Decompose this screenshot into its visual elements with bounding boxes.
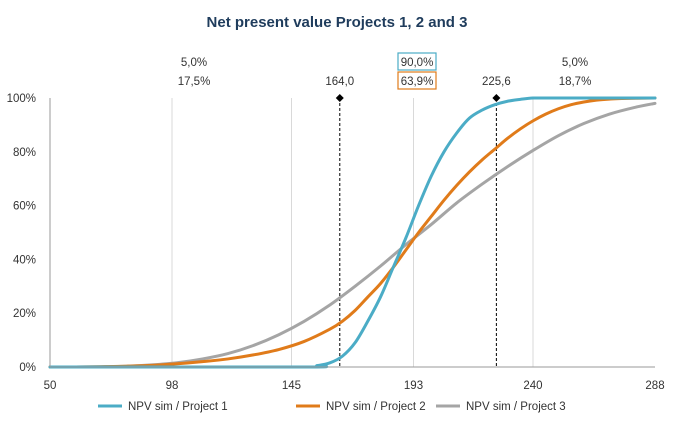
marker-label: 225,6 [482,76,511,88]
right-annotation-top: 5,0% [562,57,588,69]
y-tick-label: 100% [7,93,36,105]
y-tick-label: 40% [13,254,36,266]
center-annotation-bottom-box [397,71,437,90]
series-line-2 [48,96,657,369]
left-annotation-bottom: 17,5% [178,76,211,88]
marker-layer: 164,0 225,6 [325,76,511,367]
center-annotation-top: 90,0% [401,57,434,69]
marker-label: 164,0 [325,76,354,88]
marker-diamond [335,94,344,102]
x-tick-label: 240 [523,380,542,392]
x-tick-label: 50 [44,380,57,392]
legend: NPV sim / Project 1 NPV sim / Project 2 NP… [98,401,566,413]
series-layer [48,96,657,369]
x-tick-label: 193 [404,380,423,392]
y-tick-label: 60% [13,201,36,213]
grid-layer [171,98,534,367]
x-tick-label: 98 [166,380,179,392]
marker-diamond [492,94,501,102]
x-tick-label: 288 [645,380,664,392]
chart-title: Net present value Projects 1, 2 and 3 [207,14,468,31]
y-tick-label: 0% [19,362,36,374]
x-tick-label: 145 [282,380,301,392]
axis-layer: 50 98 145 193 240 288 0% 20% 40% 60% 80% 100% [7,93,665,392]
series-line-1 [48,96,657,369]
y-tick-label: 80% [13,147,36,159]
right-annotation-bottom: 18,7% [559,76,592,88]
y-tick-label: 20% [13,308,36,320]
legend-label-3: NPV sim / Project 3 [466,401,566,413]
legend-label-2: NPV sim / Project 2 [326,401,426,413]
center-annotation-bottom: 63,9% [401,76,434,88]
center-annotation-top-box [397,52,437,71]
left-annotation-top: 5,0% [181,57,207,69]
legend-label-1: NPV sim / Project 1 [128,401,228,413]
series-line-3 [48,101,657,369]
